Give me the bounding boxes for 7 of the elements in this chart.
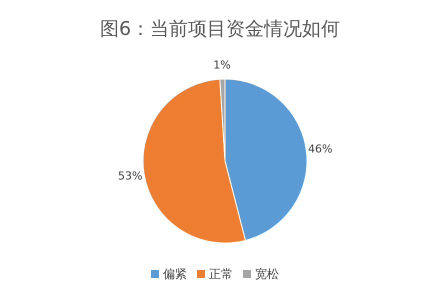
data-label: 46% xyxy=(308,142,332,156)
data-label: 1% xyxy=(213,58,231,72)
chart-title: 图6：当前项目资金情况如何 xyxy=(98,17,342,42)
legend-label: 正常 xyxy=(209,267,233,281)
legend-label: 宽松 xyxy=(255,267,279,281)
data-label: 53% xyxy=(118,170,142,183)
legend-label: 偏紧 xyxy=(163,267,187,281)
